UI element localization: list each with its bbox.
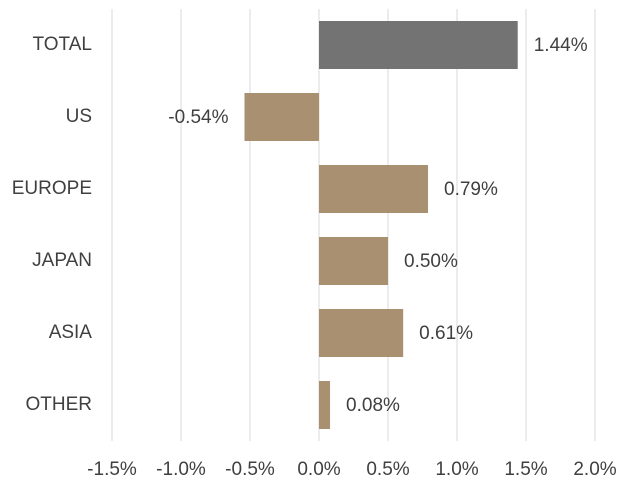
- bar: [319, 165, 429, 213]
- y-tick-label: ASIA: [49, 322, 93, 343]
- x-tick-label: 1.0%: [435, 459, 478, 480]
- data-label: 0.08%: [346, 395, 400, 416]
- data-label: -0.54%: [168, 107, 228, 128]
- data-label: 1.44%: [534, 35, 588, 56]
- data-label: 0.79%: [444, 179, 498, 200]
- bar: [319, 309, 404, 357]
- x-tick-label: -1.0%: [156, 459, 206, 480]
- x-tick-label: 1.5%: [504, 459, 547, 480]
- bar: [244, 93, 319, 141]
- bar: [319, 381, 331, 429]
- x-tick-label: 0.0%: [297, 459, 340, 480]
- y-tick-label: OTHER: [26, 394, 93, 415]
- data-label: 0.61%: [419, 323, 473, 344]
- y-tick-label: US: [66, 106, 92, 127]
- bar: [319, 21, 518, 69]
- x-tick-label: 2.0%: [573, 459, 616, 480]
- y-tick-label: EUROPE: [12, 178, 92, 199]
- y-tick-label: JAPAN: [32, 250, 92, 271]
- x-tick-label: -0.5%: [225, 459, 275, 480]
- bar: [319, 237, 388, 285]
- y-tick-label: TOTAL: [33, 34, 92, 55]
- data-label: 0.50%: [404, 251, 458, 272]
- x-tick-label: 0.5%: [366, 459, 409, 480]
- x-tick-label: -1.5%: [87, 459, 137, 480]
